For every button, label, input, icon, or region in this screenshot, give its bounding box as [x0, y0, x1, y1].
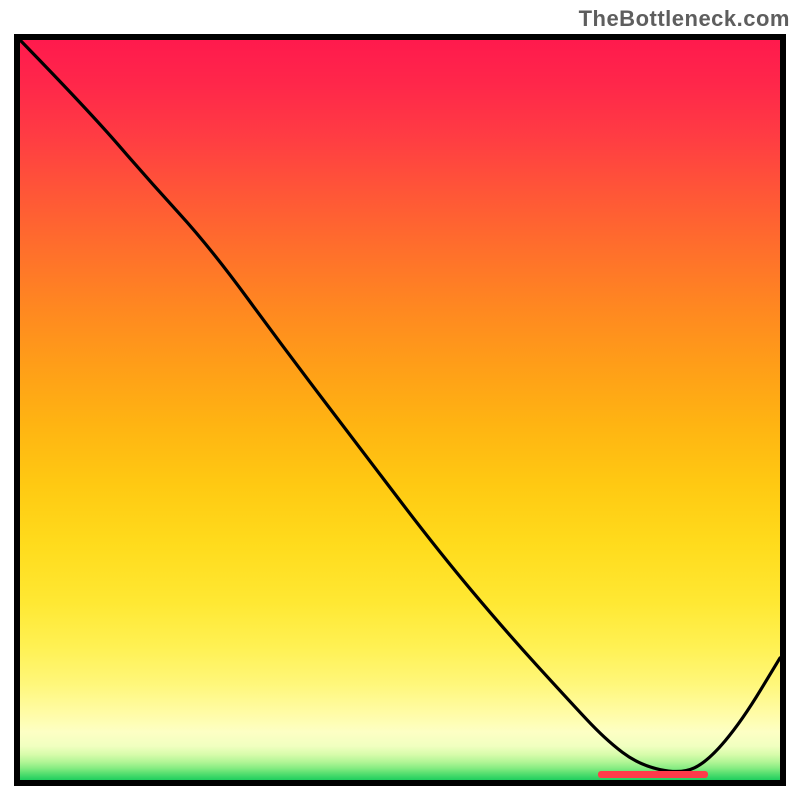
- plot-frame: [14, 34, 786, 786]
- plot-border: [14, 780, 786, 786]
- plot-border: [14, 34, 20, 786]
- plot-border: [780, 34, 786, 786]
- bottleneck-marker: [598, 771, 708, 778]
- attribution-text: TheBottleneck.com: [579, 6, 790, 32]
- gradient-background: [20, 40, 780, 780]
- plot-border: [14, 34, 786, 40]
